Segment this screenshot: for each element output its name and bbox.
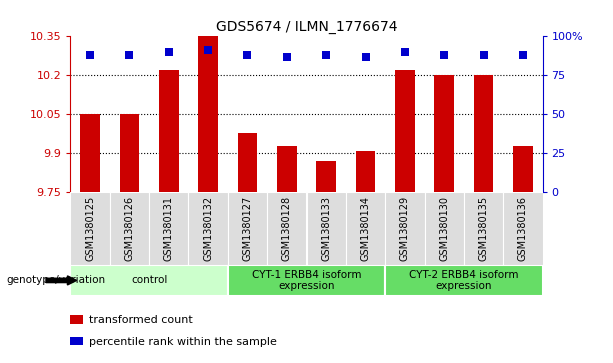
Bar xyxy=(435,76,454,192)
Bar xyxy=(110,192,149,265)
Text: GSM1380129: GSM1380129 xyxy=(400,196,410,261)
Point xyxy=(321,52,331,58)
Bar xyxy=(120,114,139,192)
Point xyxy=(204,48,213,53)
Text: CYT-1 ERBB4 isoform
expression: CYT-1 ERBB4 isoform expression xyxy=(252,270,361,291)
Bar xyxy=(277,146,297,192)
Text: GSM1380128: GSM1380128 xyxy=(282,196,292,261)
Text: GSM1380133: GSM1380133 xyxy=(321,196,331,261)
Text: GSM1380132: GSM1380132 xyxy=(203,196,213,261)
Text: percentile rank within the sample: percentile rank within the sample xyxy=(89,337,276,347)
Bar xyxy=(159,70,178,192)
Text: GSM1380127: GSM1380127 xyxy=(243,196,253,261)
Text: GSM1380131: GSM1380131 xyxy=(164,196,174,261)
Text: GSM1380135: GSM1380135 xyxy=(479,196,489,261)
Bar xyxy=(149,192,189,265)
Point xyxy=(282,54,292,60)
Point xyxy=(440,52,449,58)
Bar xyxy=(513,146,533,192)
Point xyxy=(479,52,489,58)
Text: genotype/variation: genotype/variation xyxy=(6,276,105,285)
Point xyxy=(518,52,528,58)
Point xyxy=(243,52,253,58)
Bar xyxy=(424,192,464,265)
Point xyxy=(400,49,409,55)
Bar xyxy=(70,192,110,265)
Text: GSM1380134: GSM1380134 xyxy=(360,196,370,261)
Bar xyxy=(464,192,503,265)
Title: GDS5674 / ILMN_1776674: GDS5674 / ILMN_1776674 xyxy=(216,20,397,34)
Bar xyxy=(306,192,346,265)
Point xyxy=(124,52,134,58)
Text: control: control xyxy=(131,276,167,285)
Bar xyxy=(346,192,385,265)
Bar xyxy=(228,192,267,265)
Bar xyxy=(70,337,83,345)
Bar xyxy=(395,70,414,192)
Bar xyxy=(385,265,543,296)
Bar xyxy=(199,36,218,192)
Text: CYT-2 ERBB4 isoform
expression: CYT-2 ERBB4 isoform expression xyxy=(409,270,519,291)
Point xyxy=(85,52,95,58)
Bar xyxy=(238,132,257,192)
Bar xyxy=(228,265,385,296)
Bar xyxy=(80,114,100,192)
Point xyxy=(164,49,173,55)
Text: GSM1380136: GSM1380136 xyxy=(518,196,528,261)
Text: GSM1380130: GSM1380130 xyxy=(439,196,449,261)
Text: GSM1380125: GSM1380125 xyxy=(85,196,95,261)
Text: transformed count: transformed count xyxy=(89,315,192,326)
Bar xyxy=(385,192,424,265)
Text: GSM1380126: GSM1380126 xyxy=(124,196,134,261)
Bar xyxy=(267,192,306,265)
Bar xyxy=(189,192,228,265)
Point xyxy=(360,54,370,60)
Bar xyxy=(70,315,83,324)
Bar xyxy=(70,265,228,296)
Bar xyxy=(356,151,375,192)
Bar xyxy=(316,161,336,192)
Bar xyxy=(474,76,493,192)
Bar xyxy=(503,192,543,265)
